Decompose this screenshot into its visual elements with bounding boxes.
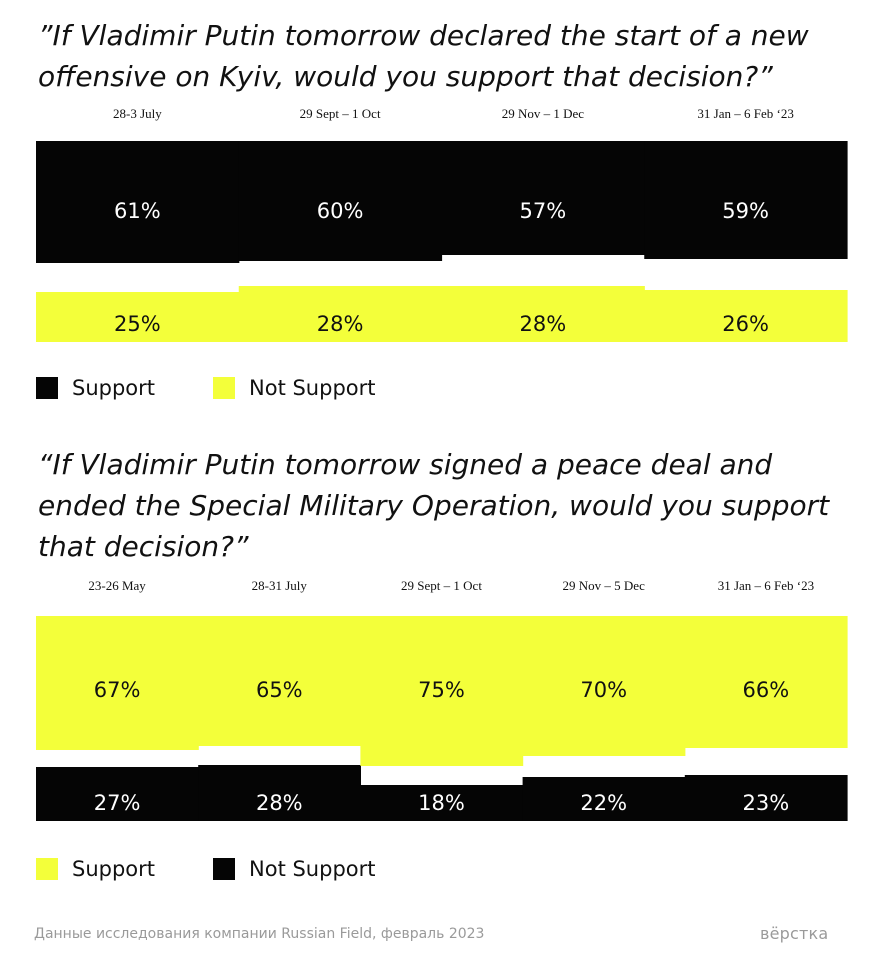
data-label-not-support-2: 28%: [256, 791, 303, 815]
category-label-28-31-july: 28-31 July: [252, 578, 308, 593]
legend-label-support: Support: [72, 376, 156, 400]
legend-item-support: Support: [36, 376, 155, 400]
data-label-support-3: 75%: [418, 678, 465, 702]
chart-1-legend: Support Not Support: [36, 373, 376, 403]
data-label-not-support-2: 28%: [317, 312, 364, 336]
data-label-not-support-5: 23%: [743, 791, 790, 815]
legend-label-not-support: Not Support: [249, 857, 376, 881]
data-label-support-1: 61%: [114, 199, 161, 223]
bar-support-2: [198, 616, 361, 746]
data-label-support-3: 57%: [520, 199, 567, 223]
chart-2-title: “If Vladimir Putin tomorrow signed a pea…: [38, 448, 830, 563]
bar-not-support-2: [238, 286, 443, 342]
data-label-support-4: 70%: [580, 678, 627, 702]
bar-support-3: [441, 141, 645, 255]
source-note: Данные исследования компании Russian Fie…: [34, 926, 485, 942]
chart-1: 28-3 July 61% 25% 29 Sept – 1 Oct 60% 28% 29 N…: [36, 106, 848, 342]
bar-not-support-3: [441, 286, 645, 342]
category-label-29-sept-1-oct: 29 Sept – 1 Oct: [300, 106, 381, 121]
bar-not-support-4: [522, 777, 686, 821]
legend-item-support: Support: [36, 857, 155, 881]
bar-not-support-2: [198, 765, 361, 821]
legend-swatch-support: [36, 858, 58, 880]
category-label-29-sept-1-oct: 29 Sept – 1 Oct: [401, 578, 482, 593]
data-label-not-support-1: 25%: [114, 312, 161, 336]
bar-support-3: [360, 616, 524, 766]
chart-2-legend: Support Not Support: [36, 854, 376, 884]
legend-item-not-support: Not Support: [213, 376, 376, 400]
legend-swatch-not-support: [213, 858, 236, 880]
category-label-29-nov-5-dec: 29 Nov – 5 Dec: [563, 578, 646, 593]
category-label-23-26-may: 23-26 May: [88, 578, 146, 593]
legend-swatch-support: [36, 377, 58, 399]
data-label-support-5: 66%: [743, 678, 790, 702]
category-label-29-nov-1-dec: 29 Nov – 1 Dec: [502, 106, 585, 121]
publisher-logo: вёрстка: [760, 924, 829, 943]
bar-support-5: [684, 616, 848, 748]
data-label-not-support-3: 28%: [520, 312, 567, 336]
category-label-28-3-july: 28-3 July: [113, 106, 162, 121]
data-label-not-support-1: 27%: [94, 791, 141, 815]
legend-item-not-support: Not Support: [213, 857, 376, 881]
data-label-support-2: 65%: [256, 678, 303, 702]
bar-not-support-5: [684, 775, 848, 821]
legend-label-support: Support: [72, 857, 156, 881]
category-label-31-jan-6-feb-23: 31 Jan – 6 Feb ‘23: [718, 578, 814, 593]
data-label-support-2: 60%: [317, 199, 364, 223]
bar-support-4: [644, 141, 848, 259]
legend-swatch-not-support: [213, 377, 236, 399]
bar-support-4: [522, 616, 686, 756]
data-label-not-support-3: 18%: [418, 791, 465, 815]
bar-support-1: [36, 616, 199, 750]
data-label-not-support-4: 22%: [580, 791, 627, 815]
bar-not-support-4: [644, 290, 848, 342]
legend-label-not-support: Not Support: [249, 376, 376, 400]
bar-support-1: [36, 141, 240, 263]
chart-2: 23-26 May 67% 27% 28-31 July 65% 28% 29 Sept –…: [36, 578, 848, 821]
bar-not-support-3: [360, 785, 524, 821]
chart-1-title: ”If Vladimir Putin tomorrow declared the…: [38, 19, 809, 93]
bar-not-support-1: [36, 292, 240, 342]
data-label-support-4: 59%: [722, 199, 769, 223]
bar-support-2: [238, 141, 443, 261]
data-label-not-support-4: 26%: [722, 312, 769, 336]
category-label-31-jan-6-feb-23: 31 Jan – 6 Feb ‘23: [697, 106, 793, 121]
data-label-support-1: 67%: [94, 678, 141, 702]
bar-not-support-1: [36, 767, 199, 821]
